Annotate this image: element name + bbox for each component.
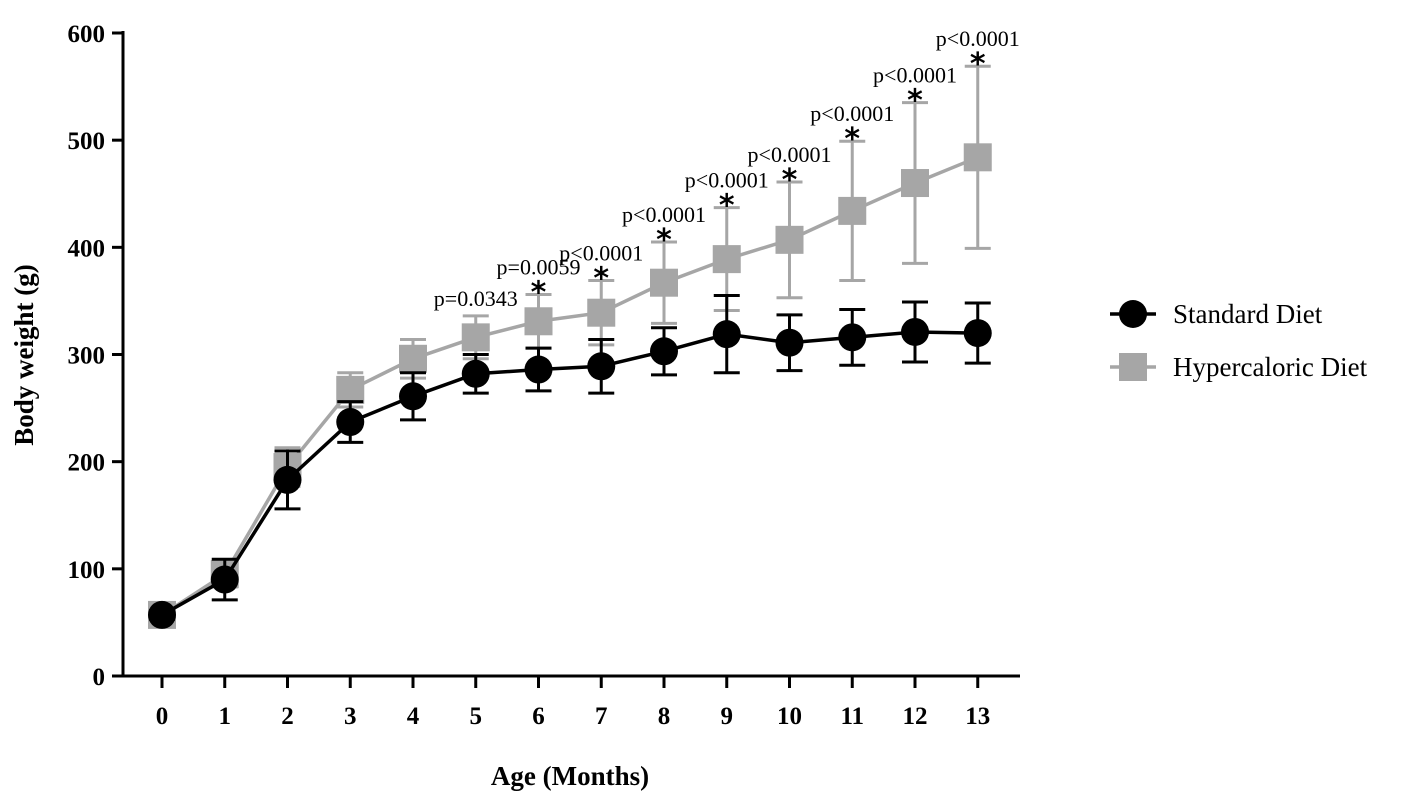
y-tick-label: 100 [68, 557, 106, 584]
data-point [963, 319, 992, 348]
significance-star: * [719, 189, 735, 224]
p-value-label: p<0.0001 [936, 26, 1020, 51]
data-point [399, 344, 427, 373]
p-value-label: p<0.0001 [810, 101, 894, 126]
y-tick-label: 0 [93, 664, 106, 691]
data-point [963, 143, 992, 172]
data-point [524, 355, 553, 384]
x-tick-label: 6 [532, 703, 545, 730]
data-point [461, 359, 490, 388]
series-standard-diet [148, 294, 992, 629]
x-tick-label: 7 [595, 703, 608, 730]
x-tick-label: 3 [344, 703, 357, 730]
y-tick-label: 400 [68, 235, 106, 262]
x-tick-label: 5 [470, 703, 483, 730]
data-point [838, 196, 867, 225]
x-tick-label: 10 [777, 703, 802, 730]
legend-label: Hypercaloric Diet [1173, 352, 1368, 382]
series-hypercaloric-diet [148, 64, 992, 629]
x-tick-label: 12 [903, 703, 928, 730]
significance-star: * [782, 163, 798, 198]
data-point [901, 169, 929, 198]
significance-star: * [844, 122, 860, 157]
data-point [775, 328, 804, 357]
x-tick-label: 4 [407, 703, 420, 730]
significance-star: * [656, 223, 672, 258]
significance-star: * [907, 84, 923, 119]
data-point [587, 298, 616, 327]
data-point [650, 268, 678, 297]
series-line [161, 155, 979, 617]
y-tick-label: 500 [68, 128, 106, 155]
x-tick-label: 1 [219, 703, 232, 730]
data-point [775, 225, 804, 254]
data-point [524, 307, 553, 336]
data-point [336, 408, 365, 437]
data-point [336, 375, 365, 404]
x-axis-title: Age (Months) [491, 761, 649, 791]
data-point [461, 323, 490, 352]
x-tick-label: 2 [281, 703, 294, 730]
data-point [838, 323, 867, 352]
y-tick-label: 300 [68, 343, 106, 370]
p-value-label: p<0.0001 [622, 202, 706, 227]
y-axis-title: Body weight (g) [9, 264, 39, 446]
data-point [148, 600, 176, 629]
legend-item-hypercaloric-diet: Hypercaloric Diet [1110, 352, 1368, 382]
p-value-label: p=0.0343 [434, 286, 518, 311]
legend-marker [1119, 353, 1147, 381]
data-point [399, 382, 427, 411]
significance-star: * [970, 47, 986, 82]
p-value-label: p<0.0001 [685, 168, 769, 193]
y-tick-label: 600 [68, 21, 106, 48]
data-point [901, 317, 929, 346]
p-value-label: p<0.0001 [559, 241, 643, 266]
x-tick-label: 9 [721, 703, 734, 730]
data-point [712, 245, 741, 274]
x-tick-label: 8 [658, 703, 671, 730]
p-value-label: p=0.0059 [497, 254, 581, 279]
data-point [587, 352, 616, 381]
data-point [210, 565, 239, 594]
legend-marker [1119, 300, 1147, 328]
legend: Standard Diet Hypercaloric Diet [1110, 299, 1368, 382]
significance-star: * [531, 275, 547, 310]
p-value-label: p<0.0001 [873, 63, 957, 88]
x-tick-label: 13 [965, 703, 990, 730]
annotation-layer: p=0.0343 *p=0.0059 *p<0.0001 *p<0.0001 *p<0.… [434, 26, 1020, 311]
legend-item-standard-diet: Standard Diet [1110, 299, 1323, 329]
x-tick-label: 0 [156, 703, 169, 730]
series-layer [148, 64, 992, 629]
y-tick-label: 200 [68, 450, 106, 477]
data-point [273, 465, 302, 494]
data-point [712, 320, 741, 349]
significance-star: * [593, 262, 609, 297]
data-point [650, 337, 678, 366]
p-value-label: p<0.0001 [748, 142, 832, 167]
x-tick-label: 11 [840, 703, 864, 730]
legend-label: Standard Diet [1173, 299, 1323, 329]
